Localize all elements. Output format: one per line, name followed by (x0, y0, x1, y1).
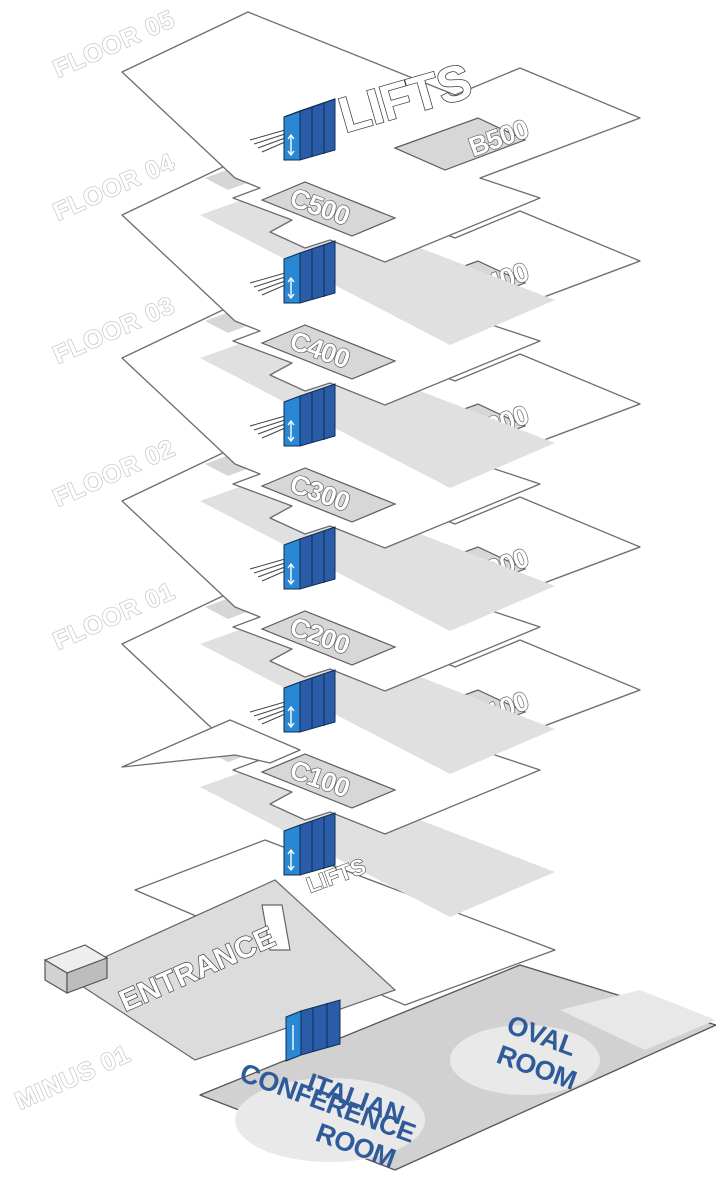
stair-line (261, 570, 286, 582)
stair-line (261, 427, 286, 439)
lift-front (283, 681, 301, 733)
basement-floor-label: MINUS 01 (11, 1040, 135, 1116)
stair-line (257, 137, 286, 149)
lift-shaft (283, 812, 336, 876)
lift-arrow-down-icon (287, 436, 295, 443)
room-pad-b (393, 117, 527, 171)
italian-conference-room-area (235, 1078, 425, 1162)
stair-line (249, 701, 286, 713)
stair-line (249, 415, 286, 427)
lift-arrow-down-icon (287, 293, 295, 300)
stair-line (257, 423, 286, 435)
lift-shafts (283, 98, 336, 876)
lift-basement (285, 999, 341, 1062)
lift-side (299, 669, 336, 733)
lift-side (299, 526, 336, 590)
lift-shaft (283, 526, 336, 590)
lift-front (283, 824, 301, 876)
basement-level (199, 964, 716, 1171)
lift-side (299, 812, 336, 876)
entrance-kiosk (43, 944, 109, 995)
room-pad-c (260, 610, 397, 666)
stair-line (257, 280, 286, 292)
lift-shaft (283, 240, 336, 304)
stair-line (261, 141, 286, 153)
room-pad-c (260, 467, 397, 523)
lift-front (283, 538, 301, 590)
lift-arrow-down-icon (287, 722, 295, 729)
lift-shaft (283, 98, 336, 161)
stair-line (249, 129, 286, 141)
stair-line (253, 276, 286, 288)
room-pad-c (260, 753, 397, 809)
lift-arrow-up-icon (287, 419, 295, 426)
room-pad-c (260, 181, 397, 237)
lift-arrow-down-icon (287, 150, 295, 157)
lift-arrow-down-icon (287, 579, 295, 586)
lift-arrow-up-icon (287, 276, 295, 283)
lift-arrow-down-icon (287, 865, 295, 872)
lift-arrow-up-icon (287, 705, 295, 712)
lift-top (283, 98, 336, 118)
ground-level: ENTRANCE (43, 839, 556, 1061)
lift-arrow-up-icon (287, 848, 295, 855)
upper-floors: FLOOR 01C100B100FLOOR 02C200B200FLOOR 03… (48, 4, 641, 917)
stair-line (253, 705, 286, 717)
lift-side (299, 240, 336, 304)
stair-line (253, 562, 286, 574)
stair-line (253, 419, 286, 431)
lift-arrow-up-icon (287, 562, 295, 569)
stair-line (257, 566, 286, 578)
lift-shaft (283, 669, 336, 733)
lift-side (299, 383, 336, 447)
lift-arrow-up-icon (287, 133, 295, 140)
stair-line (249, 558, 286, 570)
lift-shaft (283, 383, 336, 447)
stair-line (253, 133, 286, 145)
stair-line (261, 713, 286, 725)
stair-line (249, 272, 286, 284)
stair-line (257, 709, 286, 721)
room-pad-c (260, 324, 397, 380)
oval-room-area (450, 1025, 600, 1095)
ground-lift-area-outline (121, 719, 301, 768)
floor-outline (121, 11, 641, 263)
stair-line (261, 284, 286, 296)
